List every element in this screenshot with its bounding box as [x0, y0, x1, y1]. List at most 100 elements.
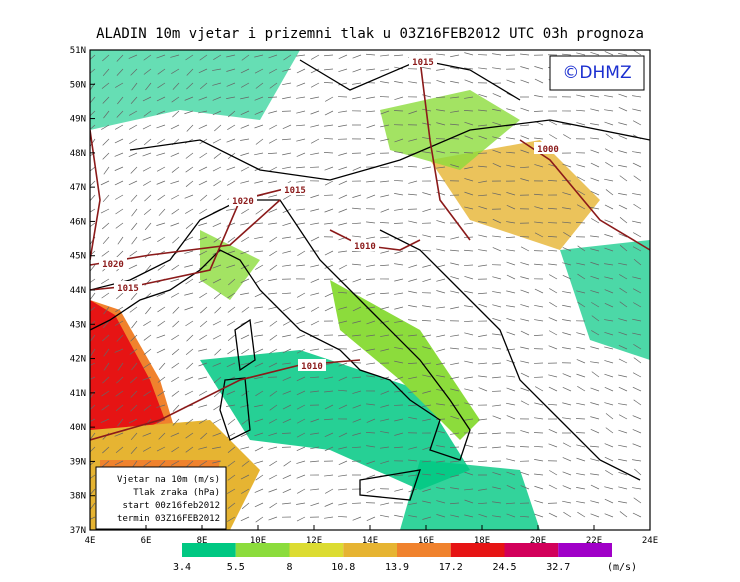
colorbar-segment	[504, 543, 559, 557]
wind-barb	[464, 305, 474, 308]
isobar-label: 1020	[232, 197, 254, 207]
wind-barb	[269, 390, 278, 397]
colorbar-segment	[558, 543, 612, 557]
wind-barb	[226, 54, 236, 58]
wind-barb	[505, 236, 516, 238]
wind-barb	[394, 208, 404, 211]
wind-barb	[422, 488, 432, 492]
wind-barb	[283, 194, 292, 200]
wind-barb	[408, 193, 418, 196]
wind-barb	[199, 54, 208, 61]
wind-barb	[352, 222, 362, 225]
wind-barb	[492, 446, 502, 449]
wind-barb	[618, 344, 628, 350]
wind-barb	[214, 348, 222, 356]
wind-barb	[324, 292, 334, 298]
wind-barb	[534, 304, 544, 308]
wind-barb	[605, 133, 614, 140]
wind-barb	[282, 348, 292, 354]
wind-barb	[240, 278, 250, 284]
wind-barb	[102, 68, 110, 77]
wind-barb	[492, 108, 502, 112]
wind-barb	[408, 459, 418, 462]
wind-barb	[352, 235, 362, 238]
wind-barb	[282, 166, 292, 170]
wind-barb	[254, 292, 264, 298]
wind-barb	[228, 278, 236, 286]
colorbar-segment	[182, 543, 236, 557]
wind-barb	[436, 166, 446, 169]
wind-barb	[478, 194, 488, 197]
wind-barb	[422, 346, 432, 350]
map-area	[90, 50, 650, 530]
wind-barb	[254, 488, 264, 493]
wind-barb	[212, 320, 222, 326]
wind-barb	[310, 208, 320, 212]
wind-barb	[156, 124, 166, 129]
wind-barb	[254, 376, 264, 380]
wind-barb	[142, 446, 152, 452]
wind-barb	[172, 306, 180, 314]
wind-barb	[338, 152, 348, 156]
wind-barb	[492, 53, 502, 56]
wind-barb	[632, 332, 642, 336]
wind-barb	[450, 514, 460, 518]
wind-barb	[254, 278, 264, 284]
wind-barb	[534, 288, 544, 294]
wind-barb	[366, 445, 376, 448]
wind-barb	[464, 388, 474, 392]
wind-barb	[185, 152, 194, 159]
wind-barb	[199, 418, 208, 424]
wind-barb	[352, 68, 362, 73]
wind-barb	[478, 180, 488, 184]
wind-barb	[156, 180, 166, 185]
wind-barb	[254, 180, 264, 184]
wind-barb	[116, 54, 124, 62]
wind-barb	[633, 50, 642, 56]
wind-barb	[576, 346, 586, 350]
colorbar-label: 32.7	[546, 562, 570, 573]
wind-barb	[422, 305, 432, 308]
wind-barb	[241, 306, 250, 313]
wind-barb	[114, 124, 124, 130]
wind-barb	[352, 54, 362, 59]
logo-box	[549, 55, 645, 91]
wind-barb	[269, 334, 278, 341]
wind-barb	[213, 152, 222, 159]
wind-barb	[131, 222, 138, 231]
wind-barb	[157, 236, 166, 242]
wind-barb	[296, 124, 306, 127]
wind-barb	[576, 204, 586, 210]
wind-barb	[114, 348, 124, 353]
wind-barb	[103, 166, 110, 175]
lon-label: 24E	[642, 536, 658, 546]
isobar-label-bg	[281, 183, 309, 195]
wind-barb	[241, 488, 250, 494]
wind-barb	[116, 334, 124, 342]
wind-barb	[100, 208, 110, 214]
wind-barb	[464, 418, 474, 421]
wind-barb	[633, 302, 642, 308]
wind-barb	[352, 278, 362, 283]
wind-barb	[241, 208, 250, 215]
wind-barb	[590, 248, 600, 252]
wind-barb	[324, 264, 334, 269]
wind-barb	[142, 236, 152, 241]
wind-barb	[227, 502, 236, 509]
wind-barb	[352, 166, 362, 171]
lat-label: 39N	[70, 457, 86, 467]
wind-barb	[604, 204, 614, 210]
wind-barb	[282, 236, 292, 239]
wind-barb	[184, 250, 194, 254]
wind-barb	[296, 320, 306, 325]
wind-barb	[338, 68, 348, 73]
wind-barb	[506, 305, 516, 308]
wind-barb	[212, 334, 222, 340]
wind-barb	[520, 289, 530, 294]
wind-barb	[394, 514, 404, 518]
wind-barb	[143, 460, 152, 467]
wind-barb	[450, 376, 460, 380]
wind-barb	[268, 180, 278, 184]
lat-label: 51N	[70, 46, 86, 56]
wind-barb	[212, 418, 222, 424]
